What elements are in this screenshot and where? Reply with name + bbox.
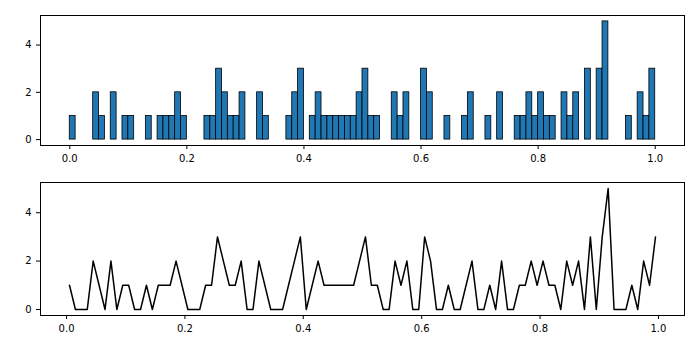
svg-text:0: 0	[25, 304, 31, 315]
svg-text:0.2: 0.2	[177, 323, 193, 334]
svg-text:0.4: 0.4	[296, 153, 312, 164]
svg-text:1.0: 1.0	[651, 323, 667, 334]
svg-text:0.0: 0.0	[62, 153, 78, 164]
svg-text:0.6: 0.6	[413, 153, 429, 164]
svg-text:2: 2	[25, 87, 31, 98]
svg-text:0.0: 0.0	[59, 323, 75, 334]
svg-text:0.4: 0.4	[295, 323, 311, 334]
svg-text:2: 2	[25, 255, 31, 266]
svg-text:1.0: 1.0	[647, 153, 663, 164]
svg-text:0.2: 0.2	[179, 153, 195, 164]
svg-text:4: 4	[25, 207, 31, 218]
svg-text:0.6: 0.6	[414, 323, 430, 334]
svg-text:0.8: 0.8	[532, 323, 548, 334]
svg-text:4: 4	[25, 39, 31, 50]
svg-text:0.8: 0.8	[530, 153, 546, 164]
svg-text:0: 0	[25, 134, 31, 145]
